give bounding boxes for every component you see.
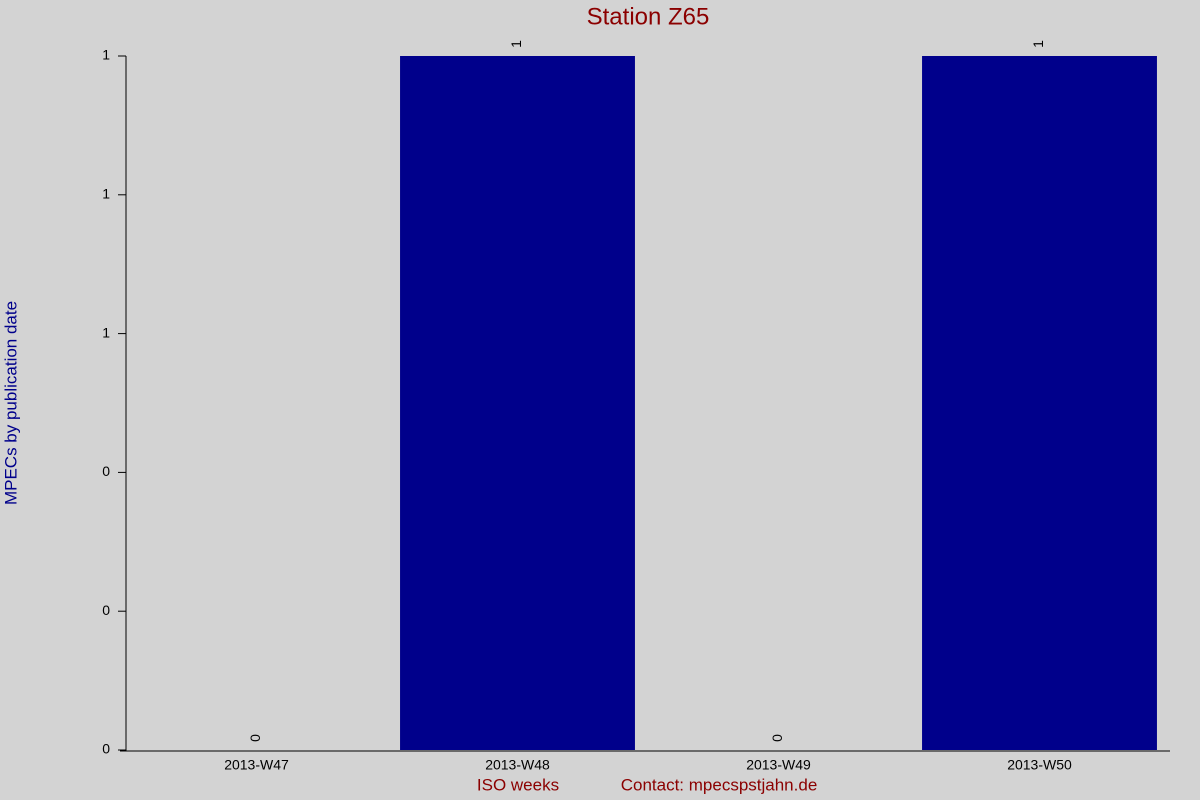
data-label: 0 — [769, 734, 785, 742]
chart-title: Station Z65 — [587, 3, 710, 30]
bar — [400, 56, 635, 750]
footer: Contact: mpecspstjahn.de — [621, 775, 818, 794]
x-axis-label: ISO weeks — [477, 775, 559, 794]
y-tick-label: 1 — [102, 324, 110, 340]
y-tick-label: 0 — [102, 463, 110, 479]
data-label: 0 — [247, 734, 263, 742]
data-label: 1 — [508, 40, 524, 48]
bar — [922, 56, 1157, 750]
y-axis-label: MPECs by publication date — [1, 301, 20, 505]
y-tick-label: 1 — [102, 186, 110, 202]
y-tick-label: 0 — [102, 602, 110, 618]
y-tick-label: 1 — [102, 47, 110, 63]
data-label: 1 — [1030, 40, 1046, 48]
x-tick-label: 2013-W49 — [746, 757, 811, 773]
x-tick-label: 2013-W50 — [1007, 757, 1072, 773]
y-tick-label: 0 — [102, 741, 110, 757]
x-tick-label: 2013-W47 — [224, 757, 289, 773]
x-tick-label: 2013-W48 — [485, 757, 550, 773]
